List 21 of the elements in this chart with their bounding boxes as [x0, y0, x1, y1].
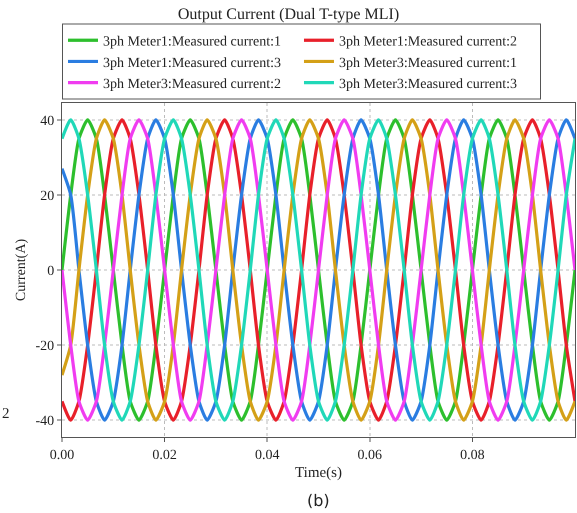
legend-label: 3ph Meter1:Measured current:3 — [103, 56, 282, 71]
text: (b) — [307, 491, 330, 510]
x-tick-label: 0.08 — [460, 448, 485, 463]
chart-title: Output Current (Dual T-type MLI) — [178, 6, 400, 23]
y-tick-label: -20 — [36, 338, 54, 354]
legend-label: 3ph Meter1:Measured current:1 — [103, 34, 282, 50]
y-tick-label: 20 — [40, 188, 54, 204]
x-tick-label: 0.04 — [254, 448, 280, 463]
legend-label: 3ph Meter3:Measured current:2 — [103, 77, 282, 92]
x-tick-label: 0.00 — [50, 448, 74, 463]
x-tick-label: 0.02 — [152, 448, 177, 463]
legend-label: 3ph Meter1:Measured current:2 — [338, 34, 518, 50]
y-tick-label: -40 — [36, 414, 54, 430]
text: 2 — [2, 406, 10, 422]
x-axis-title: Time(s) — [295, 464, 342, 481]
y-tick-label: 40 — [40, 114, 54, 129]
legend-label: 3ph Meter3:Measured current:1 — [338, 56, 518, 71]
x-tick-label: 0.06 — [358, 448, 382, 463]
legend-label: 3ph Meter3:Measured current:3 — [338, 77, 518, 92]
y-tick-label: 0 — [47, 264, 54, 279]
y-axis-title: Current(A) — [14, 238, 30, 302]
